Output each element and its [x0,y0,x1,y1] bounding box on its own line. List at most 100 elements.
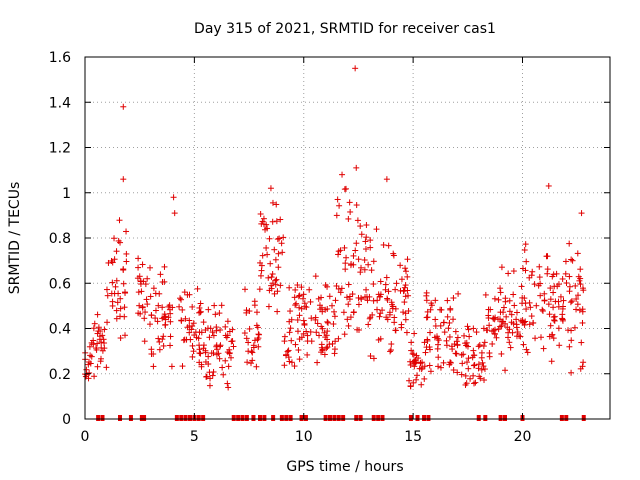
data-point [286,284,293,291]
data-point [139,261,146,268]
data-point [109,302,116,309]
gap-marker [564,415,569,421]
data-point [392,305,399,312]
data-point [188,326,195,333]
data-point [182,315,189,322]
data-point [404,256,411,263]
gap-marker [341,415,346,421]
data-point [373,226,380,233]
data-point [272,256,279,263]
data-point [104,319,111,326]
data-point [170,194,177,201]
data-point [533,302,540,309]
data-point [286,329,293,336]
data-point [461,332,468,339]
data-point [205,353,212,360]
data-point [453,350,460,357]
data-point [367,237,374,244]
gap-marker [288,415,293,421]
data-point [481,377,488,384]
data-point [343,294,350,301]
data-point [167,318,174,325]
data-point [280,234,287,241]
data-point [314,359,321,366]
data-point [476,341,483,348]
gap-marker [236,415,241,421]
data-point [498,350,505,357]
data-point [340,309,347,316]
data-point [349,291,356,298]
data-point [422,349,429,356]
gap-marker [415,415,420,421]
gap-marker [376,415,381,421]
data-point [285,347,292,354]
data-point [160,342,167,349]
data-point [557,293,564,300]
data-point [120,176,127,183]
gap-marker [201,415,206,421]
data-point [428,300,435,307]
data-point [408,339,415,346]
data-points [82,65,587,391]
data-point [530,319,537,326]
data-point [434,345,441,352]
data-point [385,242,392,249]
data-point [528,313,535,320]
data-point [470,362,477,369]
data-point [111,235,118,242]
data-point [300,291,307,298]
data-point [277,216,284,223]
gap-marker [358,415,363,421]
data-point [491,295,498,302]
data-point [426,362,433,369]
data-point [404,273,411,280]
data-point [259,252,266,259]
grid-layer [85,57,610,419]
data-point [547,322,554,329]
data-point [224,380,231,387]
axis-ticks: 0 0.2 0.4 0.6 0.8 1 1.2 1.4 1.6 0 5 10 15 20 [49,50,610,445]
data-point [526,321,533,328]
gap-marker [284,415,289,421]
data-point [438,306,445,313]
data-point [505,270,512,277]
data-point [331,308,338,315]
data-point [405,307,412,314]
data-point [324,318,331,325]
data-point [275,250,282,257]
data-point [150,285,157,292]
data-point [565,327,572,334]
data-point [136,273,143,280]
data-point [120,103,127,110]
data-point [222,323,229,330]
data-point [402,282,409,289]
data-point [548,358,555,365]
data-point [466,333,473,340]
data-point [497,289,504,296]
data-point [470,325,477,332]
data-point [101,340,108,347]
gap-marker [279,415,284,421]
data-point [402,268,409,275]
data-point [98,344,105,351]
data-point [480,363,487,370]
data-point [506,308,513,315]
data-point [296,312,303,319]
data-point [568,298,575,305]
data-point [444,313,451,320]
data-point [498,322,505,329]
data-point [156,346,163,353]
data-point [95,324,102,331]
data-point [452,328,459,335]
data-point [444,297,451,304]
data-point [464,343,471,350]
data-point [224,318,231,325]
x-tick-label: 10 [295,429,313,445]
data-point [541,297,548,304]
data-point [224,332,231,339]
data-point [292,286,299,293]
data-point [335,335,342,342]
data-point [572,282,579,289]
data-point [454,341,461,348]
data-point [421,375,428,382]
